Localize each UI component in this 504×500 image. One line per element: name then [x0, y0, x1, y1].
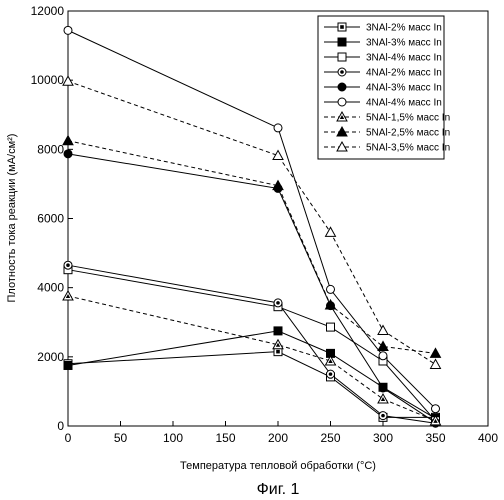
- data-point-marker: [273, 151, 283, 160]
- figure-caption: Фиг. 1: [257, 481, 300, 498]
- series-line: [68, 154, 436, 423]
- data-point-marker: [64, 261, 72, 269]
- data-point-marker: [378, 326, 388, 335]
- x-tick-label: 250: [320, 431, 340, 445]
- legend-label: 5NAl-3,5% масс In: [366, 143, 450, 154]
- legend-label: 4NAl-3% масс In: [366, 83, 442, 94]
- data-point-marker: [379, 384, 387, 392]
- x-tick-label: 0: [65, 431, 72, 445]
- data-point-marker: [431, 359, 441, 368]
- series-line: [68, 141, 436, 354]
- data-point-marker: [338, 38, 346, 46]
- data-point-marker: [327, 285, 335, 293]
- data-point-marker: [431, 348, 441, 357]
- data-point-marker: [338, 23, 346, 31]
- data-point-marker: [378, 394, 388, 403]
- x-tick-label: 150: [215, 431, 235, 445]
- legend-label: 3NAl-2% масс In: [366, 23, 442, 34]
- x-tick-label: 400: [478, 431, 498, 445]
- data-point-marker: [378, 341, 388, 350]
- data-point-marker: [63, 76, 73, 85]
- x-tick-label: 100: [163, 431, 183, 445]
- x-tick-label: 200: [268, 431, 288, 445]
- y-tick-label: 10000: [31, 73, 65, 87]
- legend: 3NAl-2% масс In 3NAl-3% масс In 3NAl-4% ма…: [318, 16, 450, 159]
- legend-label: 3NAl-3% масс In: [366, 38, 442, 49]
- data-point-marker: [327, 323, 335, 331]
- data-point-marker: [63, 291, 73, 300]
- data-point-marker: [64, 361, 72, 369]
- x-tick-label: 350: [425, 431, 445, 445]
- data-point-marker: [274, 124, 282, 132]
- y-tick-label: 0: [57, 419, 64, 433]
- data-point-marker: [338, 68, 346, 76]
- data-point-marker: [274, 299, 282, 307]
- y-axis-title: Плотность тока реакции (мА/см²): [6, 134, 18, 303]
- legend-label: 4NAl-2% масс In: [366, 68, 442, 79]
- y-tick-label: 6000: [37, 212, 64, 226]
- data-point-marker: [338, 53, 346, 61]
- x-tick-label: 300: [373, 431, 393, 445]
- y-tick-label: 12000: [31, 4, 65, 18]
- x-axis-title: Температура тепловой обработки (°C): [180, 460, 376, 472]
- legend-label: 5NAl-2,5% масс In: [366, 128, 450, 139]
- data-point-marker: [327, 370, 335, 378]
- y-tick-label: 2000: [37, 350, 64, 364]
- y-tick-label: 4000: [37, 281, 64, 295]
- legend-label: 5NAl-1,5% масс In: [366, 113, 450, 124]
- legend-label: 4NAl-4% масс In: [366, 98, 442, 109]
- data-point-marker: [64, 26, 72, 34]
- y-tick-label: 8000: [37, 142, 64, 156]
- data-point-marker: [274, 327, 282, 335]
- data-point-marker: [379, 352, 387, 360]
- data-point-marker: [432, 405, 440, 413]
- data-point-marker: [379, 412, 387, 420]
- data-point-marker: [338, 83, 346, 91]
- data-point-marker: [326, 227, 336, 236]
- x-tick-label: 50: [114, 431, 128, 445]
- data-point-marker: [338, 98, 346, 106]
- data-point-marker: [64, 150, 72, 158]
- data-point-marker: [63, 136, 73, 145]
- legend-label: 3NAl-4% масс In: [366, 53, 442, 64]
